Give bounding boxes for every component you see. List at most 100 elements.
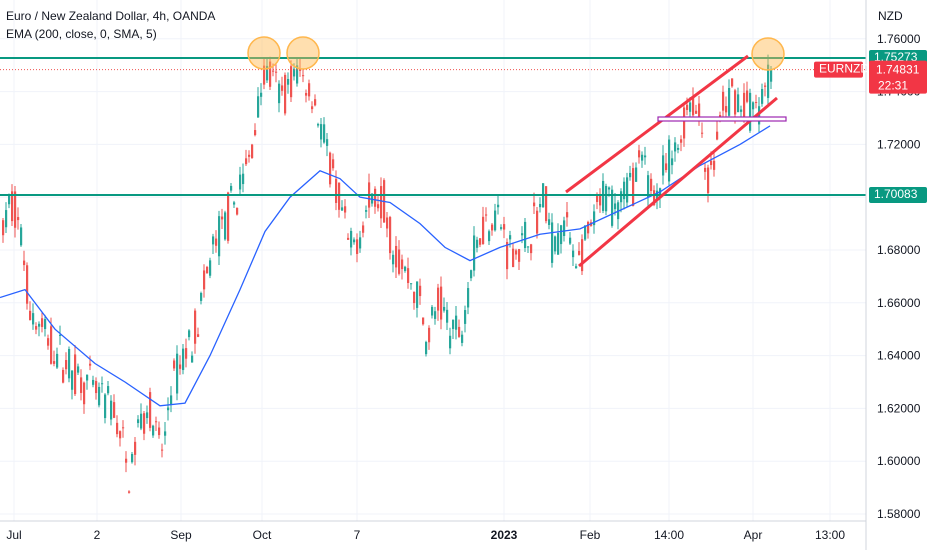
channel-lower-line[interactable] [578,96,778,268]
candle-body [20,227,23,246]
candle [137,415,140,428]
candle-body [737,94,740,113]
candle-body [200,293,203,301]
candle-body [365,210,368,212]
candle-body [629,172,632,178]
candle-body [557,233,560,255]
candle-body [422,317,425,325]
candle [146,405,149,424]
candle-body [572,250,575,258]
candle-body [152,425,155,436]
candle-body [104,394,107,419]
candle [620,188,623,213]
candle [416,281,419,318]
candle-body [161,449,164,451]
candle [182,344,185,375]
candle [611,185,614,228]
candle-body [311,106,314,110]
candle-body [623,181,626,200]
candle [392,250,395,273]
candle-body [293,68,296,77]
candle [593,204,596,234]
candle [650,173,653,196]
candle-body [164,431,167,436]
candle-body [29,310,32,320]
candle [11,184,14,227]
candle-body [614,203,617,210]
purple-zone-box[interactable] [657,116,787,122]
price-tick-label: 1.76000 [877,32,921,46]
candle-body [428,327,431,343]
candle-body [731,78,734,87]
candle-body [389,217,392,254]
candle-body [626,177,629,203]
grid [0,0,866,521]
candle [302,68,305,83]
candle-body [185,348,188,359]
candle-body [206,266,209,274]
candle [161,443,164,458]
candle [425,340,428,357]
candle-body [320,124,323,140]
highlight-circle[interactable] [751,37,785,71]
candle [83,381,86,414]
candle-body [770,69,773,82]
candle-body [398,249,401,274]
candle-body [38,323,41,327]
candle-body [338,182,341,210]
candle-body [317,124,320,126]
candle-body [11,191,14,222]
candle-body [440,286,443,320]
candle-body [761,89,764,104]
candle-body [344,206,347,213]
candle [725,96,728,120]
candle-body [158,427,161,436]
highlight-circle[interactable] [247,36,281,70]
candle [305,89,308,103]
candle-body [578,250,581,255]
candle-body [494,210,497,231]
candle-body [296,65,299,84]
candle-body [716,131,719,140]
candle-body [362,225,365,233]
candle [623,177,626,210]
candle-body [536,210,539,234]
candle [767,54,770,108]
highlight-circle[interactable] [286,36,320,70]
symbol-badge-bg [814,61,863,78]
candle [95,377,98,400]
candle [461,330,464,347]
resistance-price-badge-text: 1.75273 [874,50,918,64]
price-tick-label: 1.68000 [877,243,921,257]
candle [713,152,716,177]
candle-body [401,259,404,270]
candle [494,203,497,232]
price-tick-label: 1.60000 [877,454,921,468]
candle-body [191,355,194,363]
candle-body [101,383,104,385]
ema-line [0,125,771,407]
candle [500,224,503,231]
candle-body [377,204,380,209]
candle-body [596,195,599,202]
candles [0,54,773,494]
candle-body [764,85,767,87]
candle [41,311,44,333]
candle-body [122,427,125,429]
candle [260,83,263,106]
candle [641,151,644,168]
candle-body [479,238,482,245]
candle [266,57,269,83]
candle [380,177,383,228]
candle-body [341,207,344,211]
candle-body [143,413,146,434]
candle-body [725,106,728,113]
candle [707,164,710,203]
candle-body [149,392,152,428]
channel-upper-line[interactable] [565,54,749,194]
candle-body [62,369,65,383]
candle [677,144,680,154]
candle [749,88,752,133]
candle [401,254,404,280]
